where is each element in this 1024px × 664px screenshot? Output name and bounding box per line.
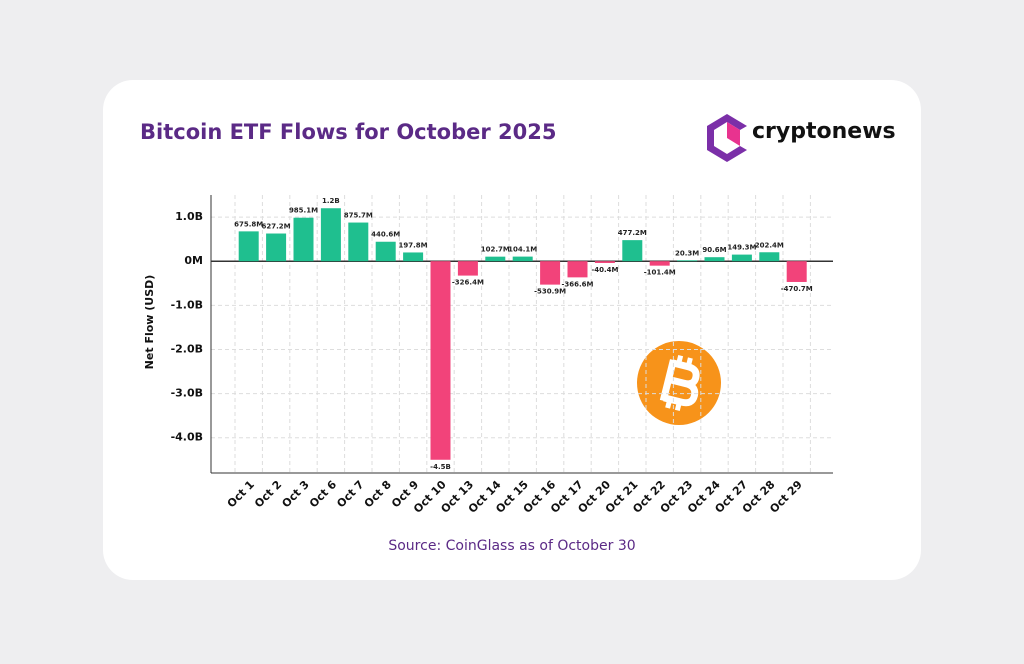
value-label: 440.6M xyxy=(371,231,400,239)
card xyxy=(103,80,921,580)
value-label: 675.8M xyxy=(234,220,263,228)
value-label: 104.1M xyxy=(508,246,537,254)
y-tick-label: -1.0B xyxy=(171,298,203,311)
bar xyxy=(238,231,259,262)
bar xyxy=(293,217,314,262)
bar xyxy=(320,208,341,262)
bar xyxy=(348,222,369,262)
bar xyxy=(266,233,287,262)
value-label: -4.5B xyxy=(430,463,451,471)
bar xyxy=(375,241,396,262)
bar xyxy=(731,254,752,262)
y-tick-label: -2.0B xyxy=(171,342,203,355)
bar xyxy=(786,261,807,282)
bar xyxy=(457,261,478,276)
bar xyxy=(430,261,451,460)
value-label: 627.2M xyxy=(262,223,291,231)
bar xyxy=(512,256,533,262)
bar xyxy=(759,252,780,262)
value-label: -101.4M xyxy=(644,269,676,277)
bar xyxy=(622,240,643,262)
bar xyxy=(567,261,588,278)
y-tick-label: -3.0B xyxy=(171,387,203,400)
value-label: 90.6M xyxy=(702,246,726,254)
brand: cryptonews xyxy=(752,119,896,144)
value-label: -366.6M xyxy=(561,280,593,288)
value-label: -530.9M xyxy=(534,288,566,296)
value-label: 985.1M xyxy=(289,207,318,215)
value-label: -40.4M xyxy=(591,266,618,274)
value-label: -326.4M xyxy=(452,279,484,287)
source: Source: CoinGlass as of October 30 xyxy=(388,538,635,554)
bar xyxy=(704,257,725,262)
value-label: 149.3M xyxy=(727,244,756,252)
y-tick-label: -4.0B xyxy=(171,431,203,444)
bitcoin-icon xyxy=(637,341,721,425)
bar xyxy=(677,260,698,262)
value-label: 102.7M xyxy=(481,246,510,254)
y-tick-label: 1.0B xyxy=(175,210,203,223)
value-label: 202.4M xyxy=(755,241,784,249)
bar xyxy=(594,261,615,263)
value-label: 1.2B xyxy=(322,197,340,205)
bar xyxy=(540,261,561,285)
bar xyxy=(649,261,670,266)
bar xyxy=(485,256,506,262)
logo-icon xyxy=(707,114,747,162)
value-label: -470.7M xyxy=(781,285,813,293)
y-axis-label: Net Flow (USD) xyxy=(143,275,156,370)
value-label: 20.3M xyxy=(675,249,699,257)
value-label: 197.8M xyxy=(399,241,428,249)
value-label: 875.7M xyxy=(344,212,373,220)
value-label: 477.2M xyxy=(618,229,647,237)
chart-title: Bitcoin ETF Flows for October 2025 xyxy=(140,120,556,144)
y-tick-label: 0M xyxy=(184,254,203,267)
bar xyxy=(403,252,424,262)
